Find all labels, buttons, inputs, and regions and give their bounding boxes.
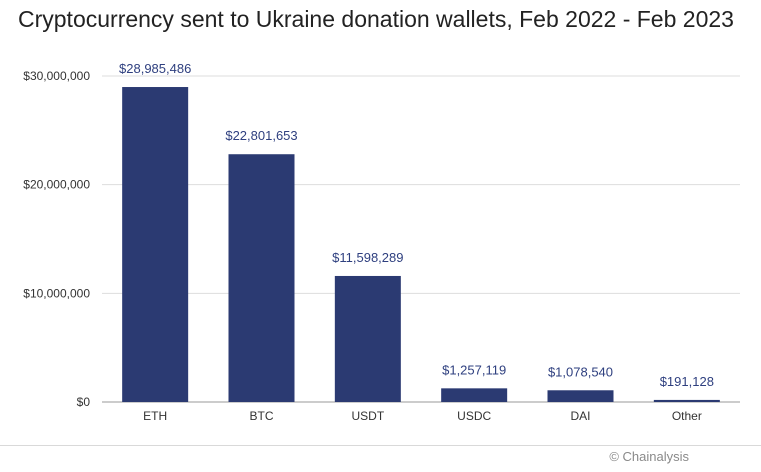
bar-chart: $0 $10,000,000 $20,000,000 $30,000,000 $28,9… xyxy=(23,61,740,423)
x-tick-label: BTC xyxy=(250,409,274,423)
x-tick-label: DAI xyxy=(570,409,590,423)
data-label: $28,985,486 xyxy=(119,61,191,76)
x-tick-label: USDC xyxy=(457,409,491,423)
bar xyxy=(653,399,720,402)
y-tick-label: $20,000,000 xyxy=(23,178,90,192)
bar xyxy=(228,154,295,402)
data-label: $22,801,653 xyxy=(225,128,297,143)
chart-title: Cryptocurrency sent to Ukraine donation … xyxy=(18,6,734,32)
source-credit: © Chainalysis xyxy=(609,449,689,464)
x-tick-label: USDT xyxy=(351,409,384,423)
data-label: $11,598,289 xyxy=(332,250,403,265)
x-tick-label: ETH xyxy=(143,409,167,423)
x-tick-label: Other xyxy=(672,409,702,423)
data-label: $1,257,119 xyxy=(442,362,506,377)
bar xyxy=(122,87,189,402)
bar xyxy=(441,388,508,402)
bar xyxy=(334,275,401,402)
y-tick-label: $10,000,000 xyxy=(23,286,90,300)
data-label: $191,128 xyxy=(660,374,714,389)
y-tick-label: $30,000,000 xyxy=(23,69,90,83)
data-label: $1,078,540 xyxy=(548,364,613,379)
y-tick-label: $0 xyxy=(77,395,91,409)
bar xyxy=(547,390,614,402)
footer-divider xyxy=(0,445,761,446)
